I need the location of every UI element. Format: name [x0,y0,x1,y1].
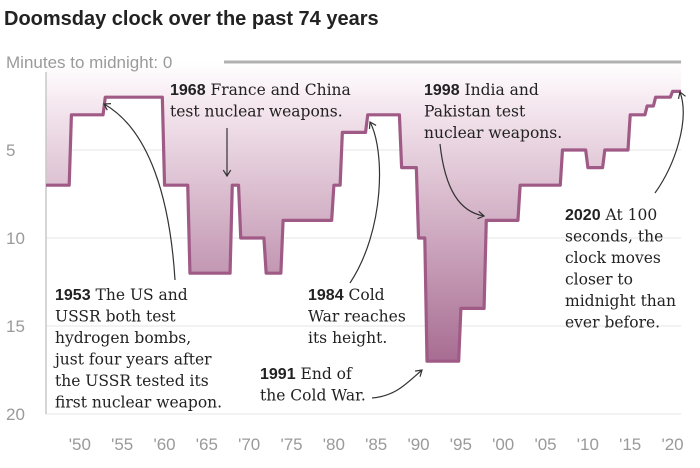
annotation-1953-line-5: first nuclear weapon. [55,394,222,412]
x-tick-label: '85 [365,435,387,454]
annotation-1998-text: India and [460,81,539,99]
annotation-1953-line-1: USSR both test [55,308,176,326]
annotation-1968-line-1: test nuclear weapons. [170,103,343,121]
annotation-1998-line-0: 1998 India and [424,81,539,99]
x-tick-label: '60 [153,435,175,454]
annotation-1984-line-2: its height. [308,329,387,347]
annotation-arrows [103,90,686,399]
annotation-1953-line-0: 1953 The US and [55,286,188,304]
x-tick-label: '95 [450,435,472,454]
annotation-1968-year: 1968 [170,82,206,99]
annotation-1984-line-1: War reaches [308,308,406,326]
arrow-1998 [439,143,485,217]
annotation-1968-text: France and China [206,81,351,99]
annotation-2020-line-2: clock moves [565,249,661,267]
annotation-2020-year: 2020 [565,207,601,224]
annotation-2020-line-1: seconds, the [565,228,663,246]
area-fill [46,62,682,362]
x-ticks: '50 '55 '60 '65 '70 '75 '80 '85 '90 '95 '00 '05 '10 '… [69,435,684,454]
annotation-1998-line-2: nuclear weapons. [424,124,562,142]
y-tick-label: 5 [6,141,15,160]
annotation-1953-text: The US and [91,286,188,304]
x-tick-label: '10 [577,435,599,454]
annotation-1953-line-4: the USSR tested its [55,372,209,390]
annotation-2020-text: At 100 [601,206,658,224]
arrow-1984 [349,121,381,284]
annotation-1998-year: 1998 [424,82,460,99]
arrow-1998-head [477,210,486,220]
arrow-1968-head [222,169,232,178]
annotation-1953-year: 1953 [55,287,91,304]
annotation-1991-line-1: the Cold War. [260,387,366,405]
x-tick-label: '55 [111,435,133,454]
arrow-2020 [654,91,684,194]
x-tick-label: '50 [69,435,91,454]
annotation-1968-line-0: 1968 France and China [170,81,351,99]
annotation-1991-year: 1991 [260,366,296,383]
x-tick-label: '20 [661,435,683,454]
arrow-1953-head [103,103,112,111]
annotation-2020-line-3: closer to [565,271,633,289]
arrow-1953 [103,103,176,281]
x-tick-label: '90 [407,435,429,454]
y-tick-label: 20 [6,405,25,424]
y-axis-label: Minutes to midnight: 0 [6,53,172,72]
annotation-2020-line-0: 2020 At 100 [565,206,657,224]
x-tick-label: '00 [492,435,514,454]
arrow-1984-head [368,121,377,130]
annotation-1998-line-1: Pakistan test [424,103,526,121]
annotation-2020-line-5: ever before. [565,314,660,332]
annotation-1984-year: 1984 [308,287,344,304]
arrow-1991 [371,369,423,399]
arrow-2020-head [677,90,686,99]
x-tick-label: '75 [280,435,302,454]
annotation-1984-text: Cold [344,286,385,304]
annotations: 1968 France and China test nuclear weapon… [53,81,676,412]
annotation-1953-line-3: just four years after [53,351,212,369]
x-tick-label: '05 [534,435,556,454]
annotation-1991-text: End of [296,365,353,383]
y-tick-label: 15 [6,317,25,336]
y-ticks: 5 10 15 20 [6,141,25,424]
x-tick-label: '80 [323,435,345,454]
annotation-1984-line-0: 1984 Cold [308,286,385,304]
x-tick-label: '15 [619,435,641,454]
chart-title: Doomsday clock over the past 74 years [4,8,379,30]
series-line [46,89,682,363]
arrow-1991-head [414,369,423,377]
x-tick-label: '70 [238,435,260,454]
annotation-2020-line-4: midnight than [565,292,676,310]
annotation-1991-line-0: 1991 End of [260,365,353,383]
y-tick-label: 10 [6,229,25,248]
annotation-1953-line-2: hydrogen bombs, [55,329,191,347]
x-tick-label: '65 [196,435,218,454]
